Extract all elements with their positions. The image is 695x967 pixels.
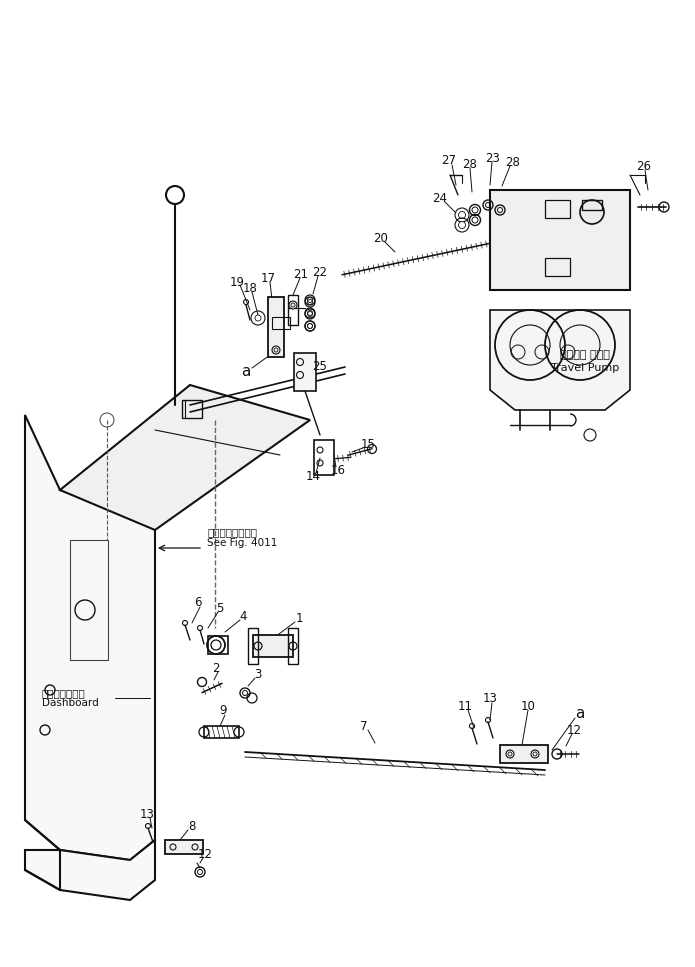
- Text: 18: 18: [243, 282, 257, 296]
- Text: 4: 4: [239, 610, 247, 624]
- Bar: [272, 317, 290, 329]
- Text: Dashboard: Dashboard: [42, 698, 99, 708]
- Text: 13: 13: [140, 807, 154, 821]
- Bar: [490, 190, 630, 290]
- Text: 第４０１１図参照: 第４０１１図参照: [207, 527, 257, 537]
- Text: 7: 7: [360, 720, 368, 734]
- Text: 8: 8: [188, 821, 196, 834]
- Bar: [500, 745, 548, 763]
- Bar: [182, 400, 202, 418]
- Text: 17: 17: [261, 272, 275, 284]
- Text: 24: 24: [432, 192, 448, 206]
- Bar: [204, 726, 239, 738]
- Text: 10: 10: [521, 700, 535, 714]
- Polygon shape: [60, 385, 310, 530]
- Text: 9: 9: [219, 705, 227, 718]
- Bar: [545, 200, 570, 218]
- Text: ダッシュボード: ダッシュボード: [42, 688, 85, 698]
- Bar: [294, 353, 316, 391]
- Text: 1: 1: [295, 612, 303, 626]
- Bar: [288, 295, 298, 325]
- Bar: [253, 635, 293, 657]
- Text: 14: 14: [306, 471, 320, 484]
- Text: 28: 28: [505, 156, 521, 168]
- Text: 21: 21: [293, 269, 309, 281]
- Circle shape: [255, 315, 261, 321]
- Text: 15: 15: [361, 438, 375, 452]
- Polygon shape: [490, 310, 630, 410]
- Circle shape: [459, 221, 466, 228]
- Text: 20: 20: [374, 232, 389, 246]
- Bar: [314, 440, 334, 475]
- Text: 2: 2: [212, 661, 220, 675]
- Text: 11: 11: [457, 699, 473, 713]
- Circle shape: [580, 200, 604, 224]
- Bar: [248, 628, 258, 664]
- Bar: [70, 540, 108, 660]
- Bar: [268, 297, 284, 357]
- Polygon shape: [25, 415, 155, 860]
- Text: 19: 19: [229, 276, 245, 288]
- Bar: [208, 636, 228, 654]
- Circle shape: [289, 301, 297, 309]
- Polygon shape: [25, 840, 155, 900]
- Text: 25: 25: [313, 361, 327, 373]
- Text: Travel Pump: Travel Pump: [551, 363, 619, 373]
- Circle shape: [459, 212, 466, 219]
- Text: a: a: [575, 707, 584, 721]
- Text: トラベル ポンプ: トラベル ポンプ: [560, 350, 610, 360]
- Text: 26: 26: [637, 160, 651, 172]
- Text: 28: 28: [463, 158, 477, 170]
- Text: 6: 6: [194, 597, 202, 609]
- Bar: [288, 628, 298, 664]
- Text: 3: 3: [254, 668, 262, 682]
- Text: 12: 12: [566, 723, 582, 737]
- Text: 12: 12: [197, 847, 213, 861]
- Text: 23: 23: [486, 152, 500, 164]
- Text: 22: 22: [313, 266, 327, 278]
- Text: a: a: [241, 365, 251, 379]
- Bar: [165, 840, 203, 854]
- Bar: [545, 258, 570, 276]
- Text: 13: 13: [482, 692, 498, 706]
- Text: 16: 16: [331, 463, 345, 477]
- Bar: [582, 200, 602, 210]
- Text: See Fig. 4011: See Fig. 4011: [207, 538, 277, 548]
- Circle shape: [166, 186, 184, 204]
- Text: 27: 27: [441, 155, 457, 167]
- Text: 5: 5: [216, 601, 224, 614]
